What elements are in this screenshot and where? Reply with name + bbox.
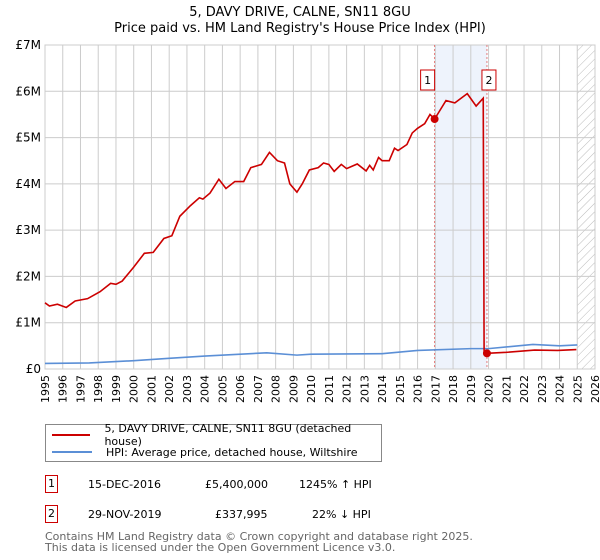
x-tick-label: 1995 bbox=[39, 375, 52, 403]
x-tick-label: 2021 bbox=[500, 375, 513, 403]
x-tick-label: 2023 bbox=[536, 375, 549, 403]
x-tick-label: 2012 bbox=[341, 375, 354, 403]
chart-subtitle: Price paid vs. HM Land Registry's House … bbox=[114, 21, 486, 36]
x-tick-label: 2019 bbox=[465, 375, 478, 403]
transaction-badge: 2 bbox=[45, 505, 58, 523]
legend: 5, DAVY DRIVE, CALNE, SN11 8GU (detached… bbox=[45, 422, 382, 462]
x-tick-label: 2026 bbox=[589, 375, 600, 403]
x-tick-label: 2017 bbox=[429, 375, 442, 403]
x-tick-label: 2016 bbox=[412, 375, 425, 403]
transaction-date: 29-NOV-2019 bbox=[88, 508, 162, 521]
legend-item-hpi: HPI: Average price, detached house, Wilt… bbox=[52, 445, 358, 459]
transaction-date: 15-DEC-2016 bbox=[88, 478, 162, 491]
x-tick-label: 2015 bbox=[394, 375, 407, 403]
y-tick-label: £6M bbox=[15, 84, 41, 98]
y-tick-label: £2M bbox=[15, 269, 41, 283]
y-tick-label: £7M bbox=[15, 38, 41, 52]
sale-point bbox=[430, 115, 439, 124]
y-tick-label: £0 bbox=[26, 362, 41, 376]
x-tick-label: 2009 bbox=[287, 375, 300, 403]
y-tick-label: £3M bbox=[15, 223, 41, 237]
y-tick-label: £1M bbox=[15, 316, 41, 330]
x-tick-label: 2011 bbox=[323, 375, 336, 403]
x-tick-label: 2008 bbox=[270, 375, 283, 403]
x-tick-label: 2014 bbox=[376, 375, 389, 403]
transaction-price: £337,995 bbox=[215, 508, 268, 521]
x-tick-label: 1996 bbox=[57, 375, 70, 403]
legend-swatch-red bbox=[52, 434, 91, 436]
x-tick-label: 1999 bbox=[110, 375, 123, 403]
y-tick-label: £4M bbox=[15, 177, 41, 191]
x-tick-label: 2003 bbox=[181, 375, 194, 403]
legend-label: HPI: Average price, detached house, Wilt… bbox=[106, 445, 358, 459]
footer-licence: This data is licensed under the Open Gov… bbox=[45, 541, 396, 554]
series-line bbox=[44, 92, 577, 355]
x-tick-label: 1998 bbox=[92, 375, 105, 403]
x-tick-label: 2005 bbox=[216, 375, 229, 403]
x-tick-label: 1997 bbox=[74, 375, 87, 403]
x-tick-label: 2010 bbox=[305, 375, 318, 403]
x-tick-label: 2024 bbox=[554, 375, 567, 403]
x-tick-label: 2013 bbox=[358, 375, 371, 403]
forecast-hatch bbox=[577, 45, 595, 369]
x-tick-label: 2022 bbox=[518, 375, 531, 403]
x-tick-label: 2018 bbox=[447, 375, 460, 403]
legend-label: 5, DAVY DRIVE, CALNE, SN11 8GU (detached… bbox=[104, 422, 352, 448]
x-tick-label: 2025 bbox=[571, 375, 584, 403]
chart-title: 5, DAVY DRIVE, CALNE, SN11 8GU bbox=[189, 5, 411, 20]
series-line bbox=[44, 343, 578, 365]
transaction-hpi: 1245% ↑ HPI bbox=[299, 478, 372, 491]
transaction-row: 2 29-NOV-2019 £337,995 22% ↓ HPI bbox=[45, 505, 405, 525]
x-tick-label: 2007 bbox=[252, 375, 265, 403]
x-tick-label: 2020 bbox=[483, 375, 496, 403]
legend-swatch-blue bbox=[52, 451, 92, 453]
footer-copyright: Contains HM Land Registry data © Crown c… bbox=[45, 530, 473, 543]
x-tick-label: 2004 bbox=[199, 375, 212, 403]
transaction-badge: 1 bbox=[45, 475, 58, 493]
transaction-row: 1 15-DEC-2016 £5,400,000 1245% ↑ HPI bbox=[45, 475, 405, 495]
x-tick-label: 2002 bbox=[163, 375, 176, 403]
x-tick-label: 2000 bbox=[128, 375, 141, 403]
x-tick-label: 2001 bbox=[145, 375, 158, 403]
transaction-hpi: 22% ↓ HPI bbox=[312, 508, 371, 521]
sale-label-box bbox=[481, 69, 497, 91]
sale-label: 1 bbox=[424, 74, 431, 87]
sale-label: 2 bbox=[485, 74, 492, 87]
legend-item-property: 5, DAVY DRIVE, CALNE, SN11 8GU (detached… bbox=[52, 422, 381, 448]
y-tick-label: £5M bbox=[15, 131, 41, 145]
plot-border bbox=[44, 44, 596, 370]
sale-period-shade bbox=[434, 45, 487, 369]
price-chart: 1995 1996 1997 1998 1999 2000 2001 2002 2003 2004… bbox=[15, 38, 600, 403]
transaction-price: £5,400,000 bbox=[205, 478, 268, 491]
sale-label-box bbox=[420, 69, 436, 91]
sale-point bbox=[482, 349, 491, 358]
x-tick-label: 2006 bbox=[234, 375, 247, 403]
